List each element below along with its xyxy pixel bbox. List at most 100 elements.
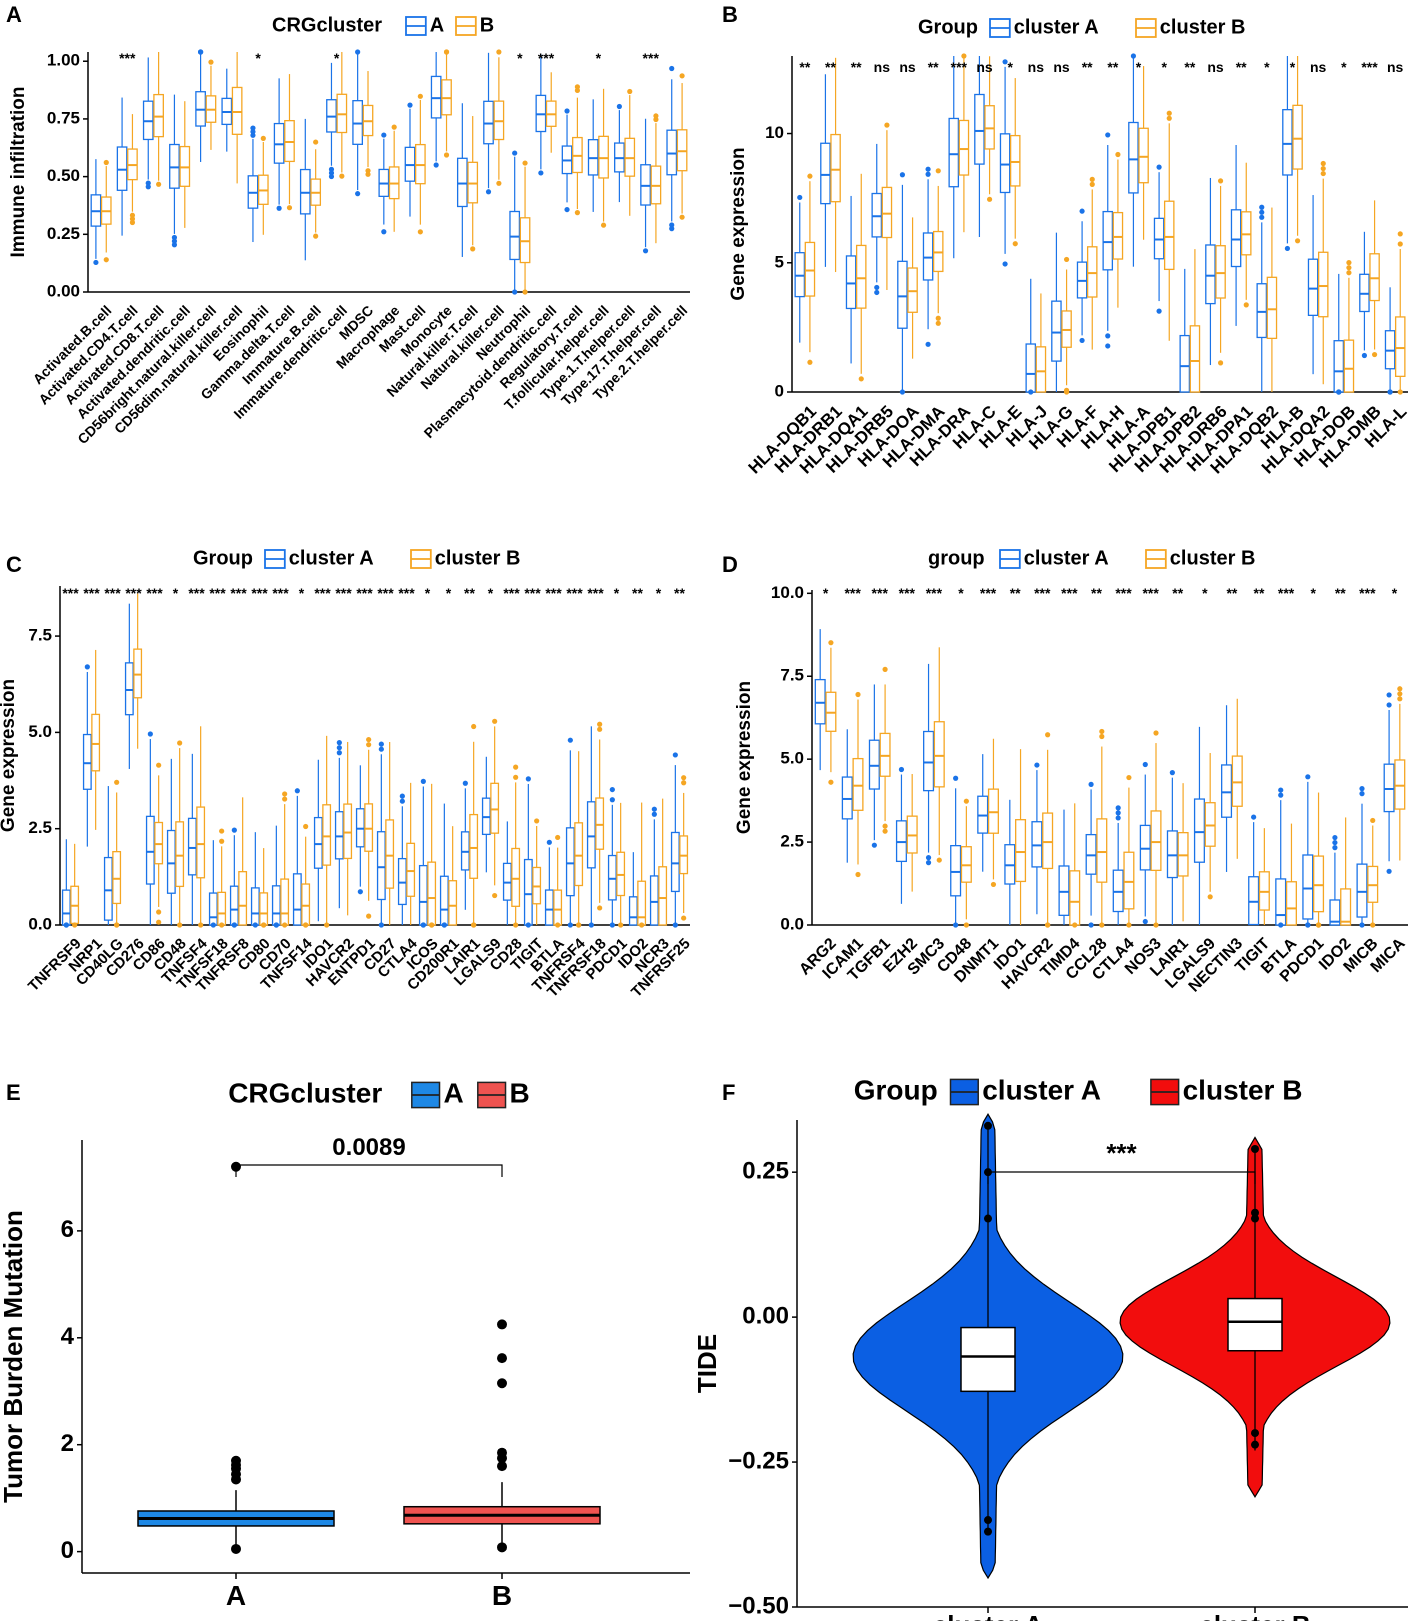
significance-label: **	[1335, 585, 1346, 601]
box-havcr2-cluster-b	[1042, 732, 1054, 928]
box-body	[448, 880, 458, 926]
outlier-point	[961, 53, 967, 59]
outlier-point	[250, 125, 256, 131]
significance-label: *	[614, 585, 620, 601]
outlier-point	[328, 173, 335, 180]
significance-label: **	[825, 59, 836, 75]
box-hla-dpb1-cluster-b	[1163, 110, 1175, 341]
box-cd276-cluster-a	[124, 603, 134, 769]
legend-key-a	[999, 549, 1021, 569]
box-body	[299, 168, 311, 215]
box-body	[1340, 888, 1352, 926]
outlier-point	[597, 726, 603, 732]
outlier-point	[219, 922, 225, 928]
outlier-point	[576, 922, 582, 928]
y-axis-label: Tumor Burden Mutation	[0, 1210, 28, 1503]
significance-label: *	[1290, 59, 1296, 75]
box-body	[112, 850, 122, 905]
outlier-point	[963, 798, 969, 804]
significance-label: ns	[1310, 59, 1327, 75]
outlier-point	[512, 289, 518, 295]
box-body	[1015, 819, 1027, 883]
significance-label: *	[173, 585, 179, 601]
significance-label: **	[1091, 585, 1102, 601]
outlier-point	[366, 742, 372, 748]
y-tick-label: 5	[775, 252, 784, 271]
box-body	[1139, 824, 1151, 871]
y-tick-label: 2	[61, 1430, 74, 1457]
box-regulatory-t-cell-cluster-b	[572, 84, 583, 216]
box-cd40lg-cluster-a	[103, 786, 113, 925]
significance-label: **	[1010, 585, 1021, 601]
outlier-point	[935, 168, 941, 174]
p-value-label: 0.0089	[332, 1134, 405, 1161]
legend-key-b	[1145, 549, 1167, 569]
outlier-point	[653, 116, 659, 123]
box-body	[187, 817, 197, 876]
box-tnfsf4-cluster-b	[196, 726, 206, 928]
outlier-point	[627, 88, 633, 95]
outlier-point	[855, 691, 861, 698]
significance-label: *	[1392, 585, 1398, 601]
outlier-point	[1251, 1429, 1259, 1438]
panel-b-hla-expression-chart: Group cluster A cluster B 0 5 10 Gene expressi…	[728, 16, 1410, 477]
outlier-point	[433, 162, 439, 168]
outlier-point	[609, 922, 615, 928]
legend-key-a	[264, 549, 286, 569]
box-b	[403, 1319, 601, 1553]
outlier-point	[1386, 868, 1392, 874]
significance-label: **	[1082, 59, 1093, 75]
outlier-point	[1153, 922, 1159, 928]
box-body	[523, 858, 533, 926]
box-hla-dra-cluster-b	[958, 53, 970, 233]
outlier-point	[653, 113, 659, 119]
outlier-point	[471, 723, 477, 730]
outlier-point	[231, 827, 237, 833]
box-body	[519, 217, 531, 264]
outlier-point	[378, 922, 384, 928]
box-plasmacytoid-dendritic-cell-cluster-b	[545, 72, 557, 153]
outlier-point	[672, 752, 678, 758]
outlier-point	[1397, 686, 1403, 692]
outlier-point	[1045, 922, 1051, 928]
box-body	[855, 244, 867, 309]
panel-letter-c: C	[6, 552, 22, 577]
y-tick-label: 4	[61, 1323, 75, 1350]
significance-label: ***	[62, 585, 79, 601]
legend-label: cluster A	[982, 1074, 1101, 1105]
outlier-point	[1002, 261, 1008, 267]
outlier-point	[935, 320, 941, 326]
significance-label: ***	[1106, 1138, 1137, 1168]
significance-label: ***	[1359, 585, 1376, 601]
box-body	[1307, 258, 1319, 317]
box-hla-dma-cluster-a	[922, 166, 934, 347]
significance-label: ***	[272, 585, 289, 601]
y-tick-label: 6	[61, 1216, 74, 1243]
outlier-point	[103, 159, 109, 166]
outlier-point	[1332, 845, 1338, 851]
outlier-point	[990, 881, 997, 888]
box-mast-cell-cluster-a	[404, 102, 416, 217]
box-body	[1383, 763, 1395, 813]
box-ido1-cluster-a	[313, 759, 323, 922]
box-ctla4-cluster-a	[397, 793, 407, 925]
outlier-point	[546, 839, 552, 845]
outlier-point	[609, 797, 615, 803]
box-hla-dpb2-cluster-b	[1189, 249, 1201, 393]
outlier-point	[588, 922, 594, 928]
box-activated-dendritic-cell-cluster-a	[169, 94, 180, 248]
outlier-point	[250, 132, 256, 138]
y-tick-label: 0.25	[47, 224, 80, 243]
outlier-point	[282, 791, 288, 797]
outlier-point	[1207, 894, 1213, 900]
box-tigit-cluster-b	[532, 818, 542, 925]
box-tnfrsf25-cluster-b	[679, 775, 689, 921]
box-arg2-cluster-b	[825, 640, 837, 785]
box-hla-dpb2-cluster-a	[1179, 268, 1191, 393]
box-pdcd1-cluster-b	[616, 802, 626, 928]
significance-label: *	[1161, 59, 1167, 75]
outlier-point	[1217, 178, 1224, 184]
box-body	[352, 100, 364, 145]
x-tick-label: A	[226, 1580, 246, 1611]
outlier-point	[420, 778, 426, 784]
